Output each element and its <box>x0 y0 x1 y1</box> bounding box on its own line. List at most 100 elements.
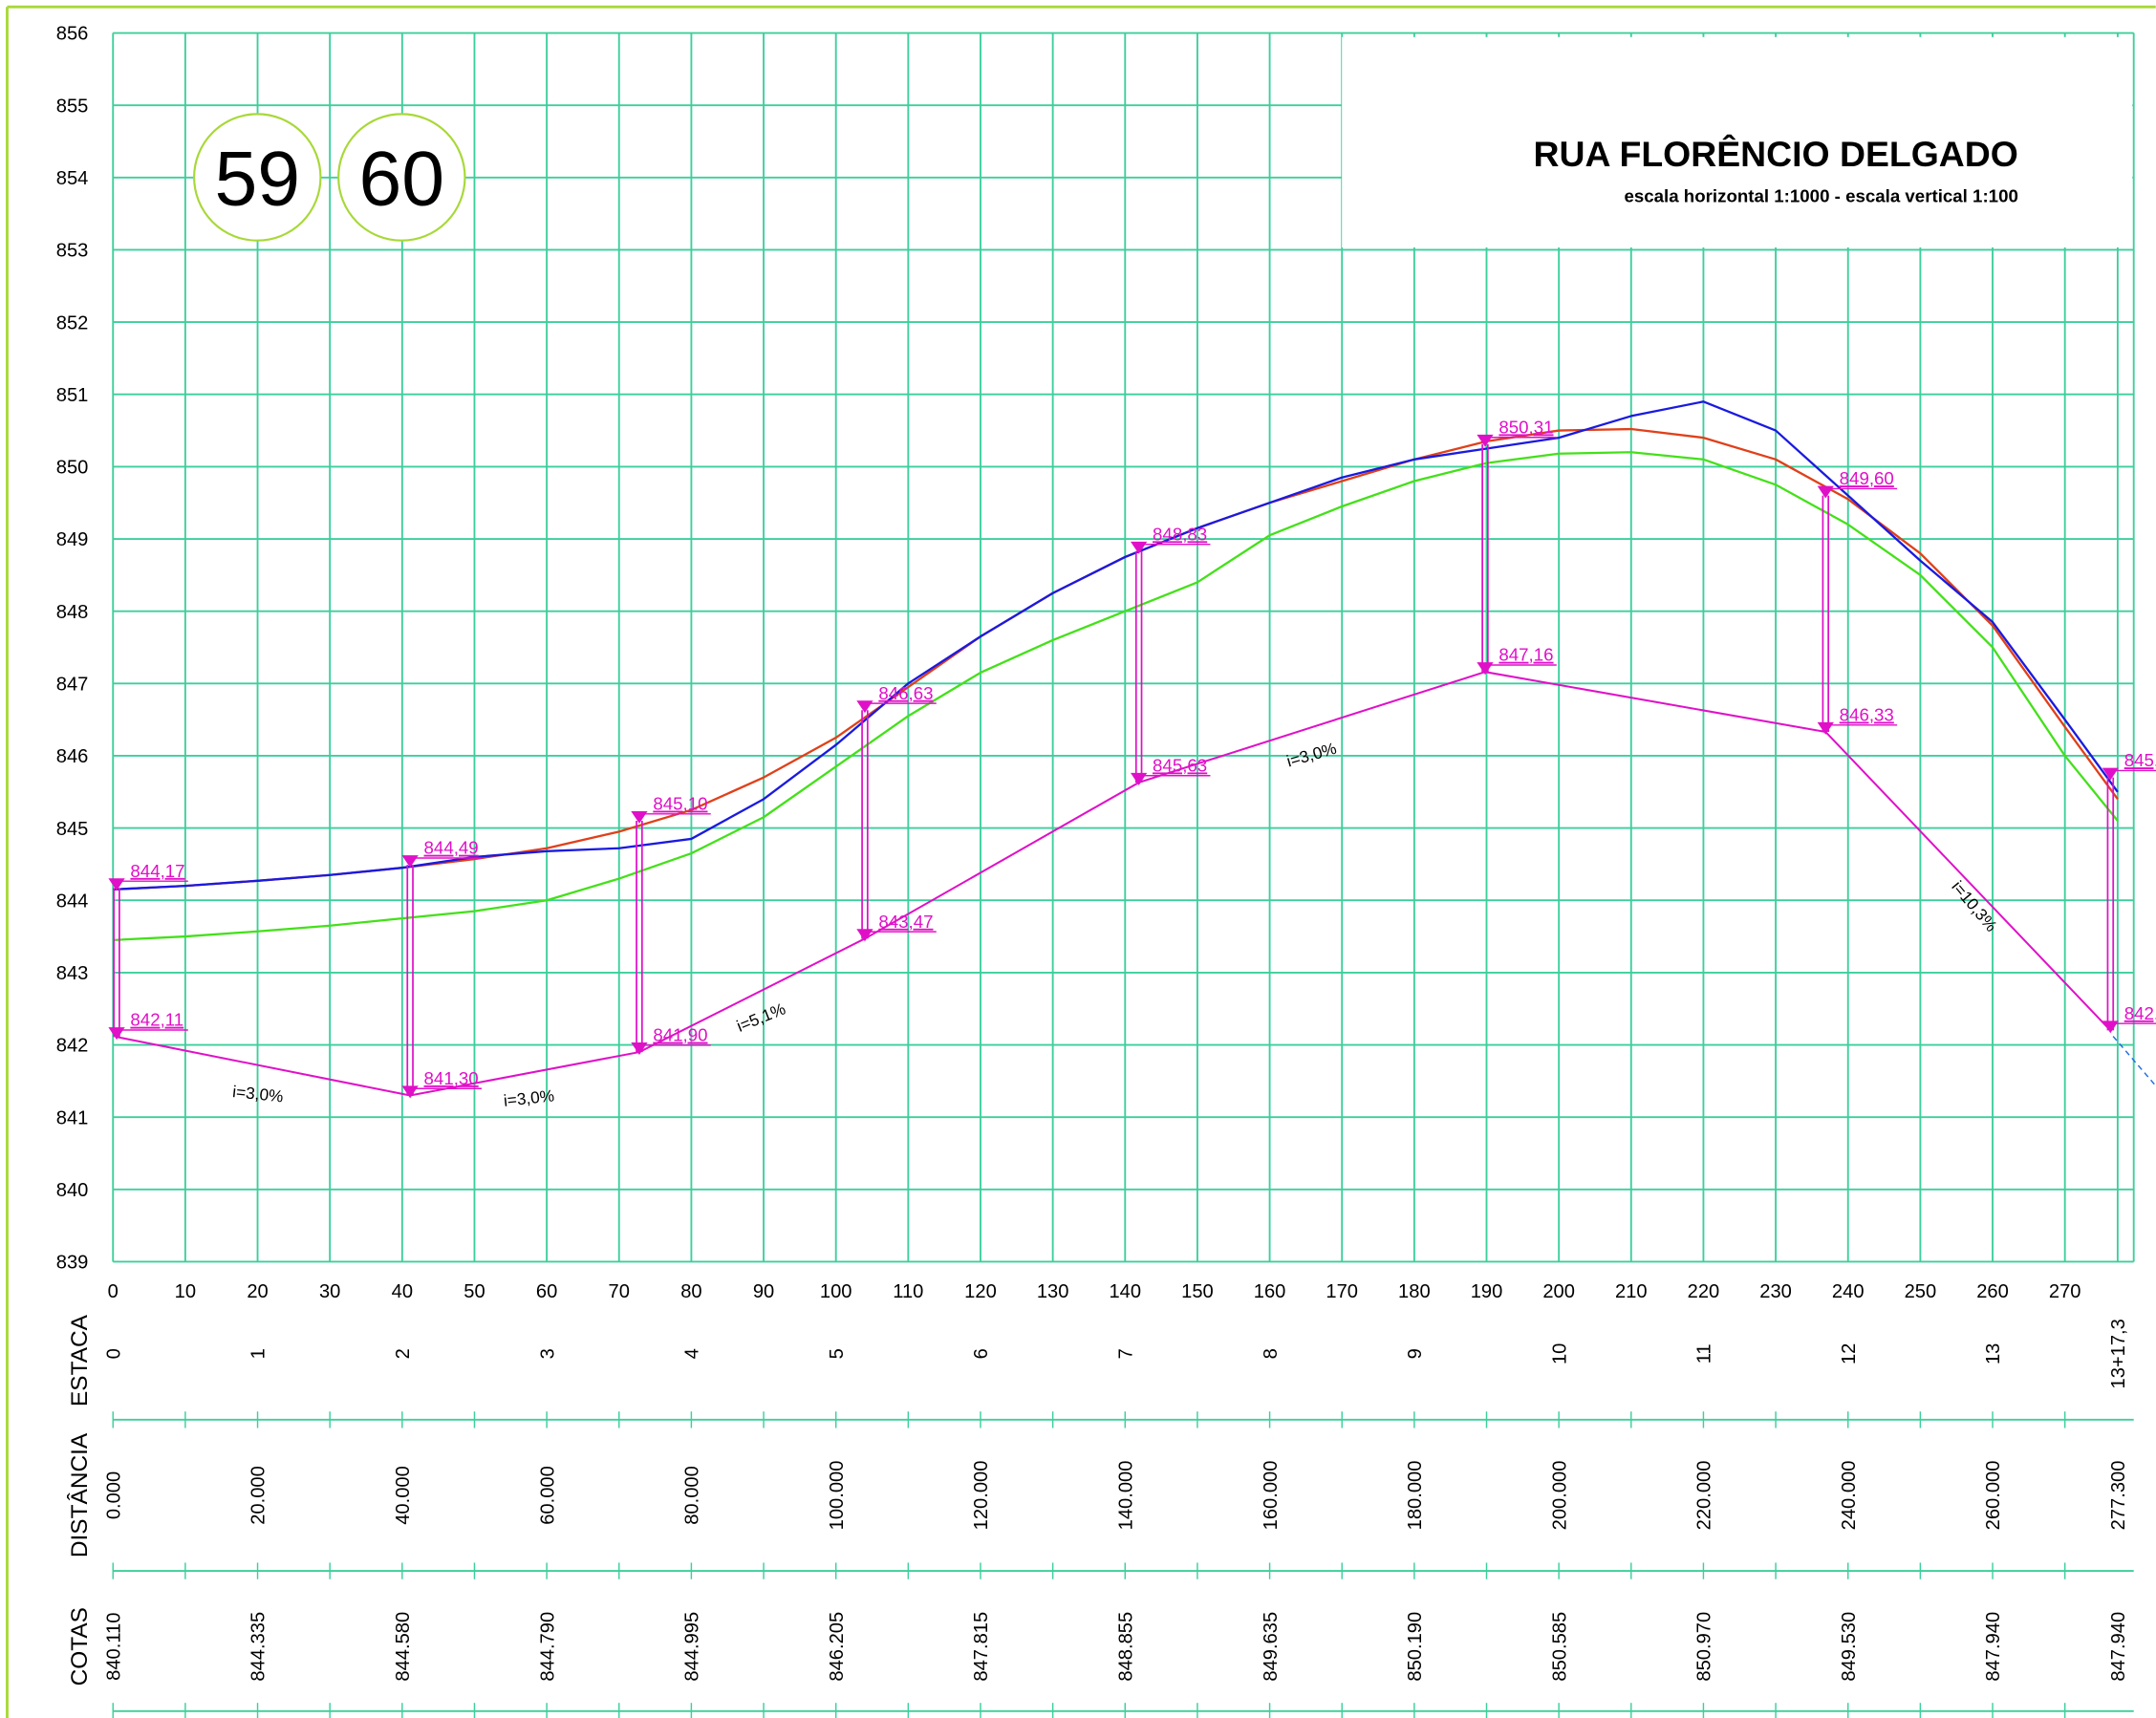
y-tick-label: 854 <box>56 168 89 189</box>
distancia-label: 140.000 <box>1115 1461 1136 1531</box>
estaca-label: 4 <box>682 1348 703 1359</box>
elevation-label: 847,16 <box>1498 645 1553 665</box>
distancia-label: 60.000 <box>537 1466 558 1525</box>
estaca-label: 6 <box>971 1348 992 1359</box>
cotas-label: 844.580 <box>393 1612 414 1682</box>
elevation-label: 846,63 <box>878 683 933 703</box>
elevation-label: 848,83 <box>1153 524 1207 544</box>
x-tick-label: 10 <box>175 1281 196 1302</box>
y-tick-label: 844 <box>56 891 89 912</box>
estaca-label: 10 <box>1549 1343 1570 1364</box>
elevation-label: 842,11 <box>130 1010 183 1030</box>
cotas-label: 850.190 <box>1405 1612 1426 1682</box>
y-tick-label: 843 <box>56 963 89 984</box>
distancia-label: 200.000 <box>1549 1461 1570 1531</box>
elevation-label: 845,63 <box>1153 755 1207 775</box>
row-header: COTAS <box>67 1607 93 1686</box>
distancia-label: 80.000 <box>682 1466 703 1525</box>
estaca-label: 5 <box>827 1348 848 1359</box>
y-tick-label: 845 <box>56 819 89 840</box>
x-tick-label: 140 <box>1109 1281 1141 1302</box>
distancia-label: 277.300 <box>2108 1461 2129 1531</box>
estaca-label: 3 <box>537 1348 558 1359</box>
estaca-label: 1 <box>248 1348 270 1359</box>
x-tick-label: 240 <box>1832 1281 1865 1302</box>
badge-label: 60 <box>359 136 445 222</box>
profile-line <box>113 400 2119 891</box>
y-tick-label: 840 <box>56 1180 89 1201</box>
estaca-label: 0 <box>103 1348 124 1359</box>
x-tick-label: 60 <box>536 1281 557 1302</box>
estaca-label: 2 <box>393 1348 414 1359</box>
elevation-label: 849,60 <box>1840 468 1894 488</box>
elevation-label: 845, <box>2124 750 2156 770</box>
x-tick-label: 90 <box>753 1281 774 1302</box>
x-tick-label: 220 <box>1688 1281 1720 1302</box>
chart-subtitle: escala horizontal 1:1000 - escala vertic… <box>1624 185 2017 205</box>
x-tick-label: 200 <box>1542 1281 1575 1302</box>
y-tick-label: 847 <box>56 674 89 695</box>
cotas-label: 849.530 <box>1839 1612 1860 1682</box>
elevation-label: 850,31 <box>1498 417 1553 437</box>
estaca-label: 13 <box>1983 1343 2004 1364</box>
elevation-label: 846,33 <box>1840 704 1894 724</box>
elevation-label: 842, <box>2124 1003 2156 1023</box>
x-tick-label: 80 <box>680 1281 701 1302</box>
distancia-label: 120.000 <box>971 1461 992 1531</box>
estaca-label: 8 <box>1261 1348 1282 1359</box>
x-tick-label: 120 <box>964 1281 997 1302</box>
elevation-label: 844,17 <box>130 861 184 881</box>
x-tick-label: 30 <box>319 1281 340 1302</box>
distancia-label: 0.000 <box>103 1471 124 1519</box>
distancia-label: 260.000 <box>1983 1461 2004 1531</box>
badge <box>193 113 322 242</box>
title-box <box>1342 36 2133 247</box>
y-tick-label: 850 <box>56 458 89 479</box>
cotas-label: 850.970 <box>1694 1612 1715 1682</box>
distancia-label: 240.000 <box>1839 1461 1860 1531</box>
x-tick-label: 260 <box>1976 1281 2009 1302</box>
x-tick-label: 100 <box>820 1281 852 1302</box>
y-tick-label: 841 <box>56 1107 89 1128</box>
x-tick-label: 270 <box>2049 1281 2081 1302</box>
cotas-label: 844.335 <box>248 1612 270 1682</box>
elevation-label: 843,47 <box>878 912 933 932</box>
x-tick-label: 50 <box>464 1281 485 1302</box>
x-tick-label: 250 <box>1905 1281 1937 1302</box>
chart-title: RUA FLORÊNCIO DELGADO <box>1534 134 2018 174</box>
badge <box>337 113 466 242</box>
distancia-label: 40.000 <box>393 1466 414 1525</box>
cotas-label: 850.585 <box>1549 1612 1570 1682</box>
y-tick-label: 852 <box>56 312 89 333</box>
elevation-label: 841,90 <box>653 1025 707 1045</box>
x-tick-label: 150 <box>1181 1281 1214 1302</box>
x-tick-label: 130 <box>1037 1281 1069 1302</box>
x-tick-label: 0 <box>108 1281 119 1302</box>
x-tick-label: 110 <box>893 1281 923 1302</box>
x-tick-label: 70 <box>609 1281 630 1302</box>
x-tick-label: 210 <box>1615 1281 1648 1302</box>
y-tick-label: 839 <box>56 1253 89 1274</box>
elevation-label: 845,10 <box>653 794 707 814</box>
y-tick-label: 853 <box>56 241 89 262</box>
y-tick-label: 855 <box>56 96 89 117</box>
badge-label: 59 <box>214 136 300 222</box>
cotas-label: 847.940 <box>2108 1612 2129 1682</box>
distancia-label: 220.000 <box>1694 1461 1715 1531</box>
estaca-label: 7 <box>1115 1348 1136 1359</box>
profile-line <box>113 451 2119 941</box>
cotas-label: 849.635 <box>1261 1612 1282 1682</box>
cotas-label: 846.205 <box>827 1612 848 1682</box>
row-header: ESTACA <box>67 1314 93 1407</box>
estaca-label: 13+17,3 <box>2108 1319 2129 1388</box>
distancia-label: 20.000 <box>248 1466 270 1525</box>
y-tick-label: 856 <box>56 24 89 45</box>
cotas-label: 840.110 <box>103 1613 124 1681</box>
x-tick-label: 20 <box>247 1281 268 1302</box>
y-tick-label: 848 <box>56 602 89 623</box>
pipe-continuation <box>2112 1036 2156 1086</box>
grid <box>112 32 2135 1263</box>
distancia-label: 100.000 <box>827 1461 848 1531</box>
x-tick-label: 180 <box>1398 1281 1431 1302</box>
distancia-label: 160.000 <box>1261 1461 1282 1531</box>
